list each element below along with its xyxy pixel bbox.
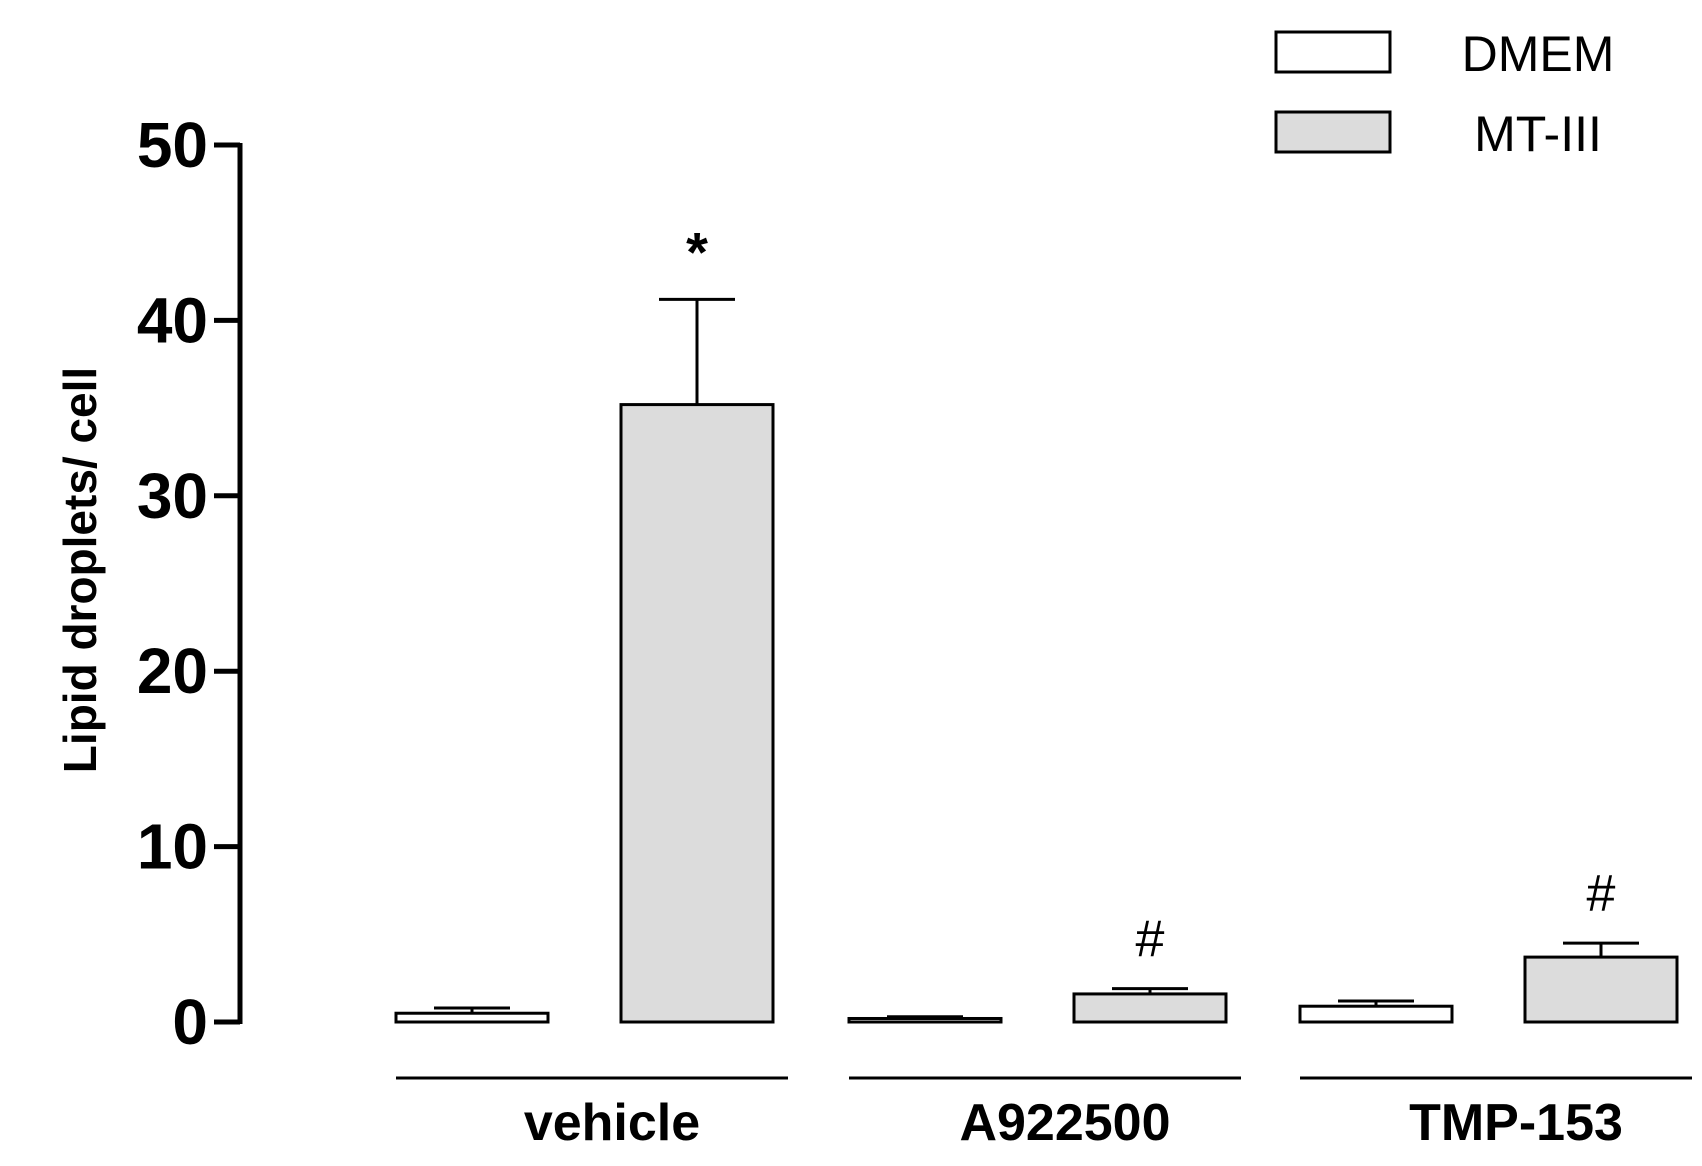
y-axis: 0 10 20 30 40 50 <box>137 109 243 1058</box>
significance-marker: # <box>1587 865 1616 923</box>
y-tick-label: 30 <box>137 460 208 532</box>
legend-label: MT-III <box>1474 106 1602 162</box>
x-category-label: A922500 <box>959 1094 1170 1152</box>
bar-mt-iii-tmp-153 <box>1523 955 1679 1024</box>
x-category-label: vehicle <box>524 1094 700 1152</box>
legend: DMEM MT-III <box>1274 26 1615 162</box>
legend-label: DMEM <box>1462 26 1615 82</box>
x-category-label: TMP-153 <box>1409 1094 1623 1152</box>
bar-mt-iii-vehicle <box>619 403 775 1024</box>
group-labels: vehicle A922500 TMP-153 <box>396 1076 1692 1152</box>
bar-mt-iii-a922500 <box>1072 992 1228 1024</box>
y-tick-label: 0 <box>172 986 208 1058</box>
legend-swatch <box>1274 110 1392 154</box>
bar-dmem-tmp-153 <box>1298 1004 1454 1024</box>
y-tick-label: 10 <box>137 811 208 883</box>
bars: * # # <box>394 220 1679 1024</box>
y-axis-label: Lipid droplets/ cell <box>54 367 106 773</box>
significance-marker: * <box>686 220 708 283</box>
y-tick-label: 40 <box>137 284 208 356</box>
bar-dmem-a922500 <box>847 1016 1003 1024</box>
bar-dmem-vehicle <box>394 1011 550 1024</box>
y-tick-label: 50 <box>137 109 208 181</box>
legend-swatch <box>1274 30 1392 74</box>
significance-marker: # <box>1136 911 1165 969</box>
y-tick-label: 20 <box>137 635 208 707</box>
